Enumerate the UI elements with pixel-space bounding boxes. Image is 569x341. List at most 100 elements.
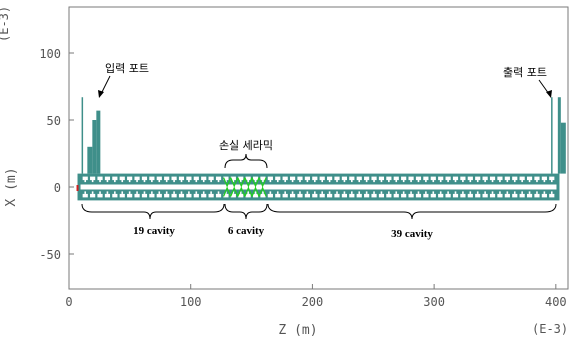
cavity-bottom bbox=[260, 193, 266, 198]
cavity-bottom-neck bbox=[358, 191, 361, 194]
cavity-top bbox=[408, 176, 414, 181]
cavity-bottom bbox=[312, 193, 318, 198]
output-port-waveguide bbox=[557, 97, 561, 174]
cavity-top bbox=[171, 176, 177, 181]
cavity-bottom bbox=[378, 193, 385, 198]
cavity-bottom-neck bbox=[91, 191, 94, 194]
cavity-top bbox=[334, 176, 340, 181]
cavity-top bbox=[97, 176, 103, 181]
cavity-top-neck bbox=[425, 179, 427, 183]
cavity-top-neck bbox=[262, 179, 264, 183]
cavity-bottom bbox=[401, 193, 407, 198]
cavity-bottom-neck bbox=[195, 191, 198, 194]
y-tick-label: -50 bbox=[39, 248, 61, 262]
cavity-bottom-neck bbox=[321, 191, 324, 194]
cavity-bottom-neck bbox=[351, 191, 353, 194]
ceramic-segment-top bbox=[251, 177, 260, 188]
x-tick-label: 0 bbox=[65, 295, 72, 309]
cavity-top bbox=[452, 176, 459, 181]
cavity-top-neck bbox=[432, 179, 435, 183]
section-mid-label: 6 cavity bbox=[228, 225, 265, 237]
cavity-bottom-neck bbox=[550, 191, 553, 194]
cavity-bottom-neck bbox=[417, 191, 420, 194]
ceramic-segment-bottom bbox=[251, 186, 260, 197]
cavity-top-neck bbox=[217, 179, 220, 183]
cavity-bottom-neck bbox=[313, 191, 316, 194]
cavity-bottom-neck bbox=[365, 191, 368, 194]
cavity-top-neck bbox=[210, 179, 212, 183]
cavity-top-neck bbox=[439, 179, 442, 183]
cavity-bottom-neck bbox=[343, 191, 346, 194]
section-right-label: 39 cavity bbox=[391, 228, 433, 240]
circuit-channel bbox=[80, 184, 557, 190]
cavity-bottom bbox=[497, 193, 503, 198]
cavity-top-neck bbox=[380, 179, 383, 183]
cavity-bottom bbox=[415, 193, 422, 198]
cavity-bottom bbox=[164, 193, 170, 198]
cavity-bottom bbox=[482, 193, 488, 198]
cavity-bottom-neck bbox=[499, 191, 501, 194]
cavity-top-neck bbox=[328, 179, 331, 183]
cavity-top bbox=[252, 176, 259, 181]
cavity-bottom bbox=[252, 193, 259, 198]
input-port-annotation: 입력 포트 bbox=[98, 62, 149, 98]
cavity-bottom-neck bbox=[121, 191, 124, 194]
cavity-bottom-neck bbox=[276, 191, 279, 194]
section-mid-brace bbox=[224, 203, 268, 220]
cavity-bottom bbox=[349, 193, 355, 198]
cavity-top bbox=[475, 176, 481, 181]
cavity-bottom bbox=[208, 193, 214, 198]
cavity-top bbox=[541, 176, 547, 181]
cavity-top-neck bbox=[336, 179, 338, 183]
cavity-bottom bbox=[90, 193, 96, 198]
cavity-bottom-neck bbox=[425, 191, 427, 194]
ceramic-segment-top bbox=[237, 177, 246, 188]
cavity-top bbox=[275, 176, 281, 181]
cavity-bottom-neck bbox=[299, 191, 301, 194]
cavity-top bbox=[141, 176, 148, 181]
ceramic-segment-bottom bbox=[258, 186, 267, 197]
cavity-bottom bbox=[267, 193, 273, 198]
cavity-bottom-neck bbox=[380, 191, 383, 194]
input-port-label: 입력 포트 bbox=[105, 62, 149, 75]
section-right-brace bbox=[267, 203, 557, 220]
ceramic-label: 손실 세라믹 bbox=[219, 139, 273, 152]
cavity-top-neck bbox=[388, 179, 390, 183]
cavity-top-neck bbox=[299, 179, 301, 183]
cavity-bottom-neck bbox=[536, 191, 538, 194]
cavity-bottom bbox=[230, 193, 236, 198]
cavity-top bbox=[482, 176, 488, 181]
plot-frame bbox=[68, 6, 569, 290]
cavity-bottom-neck bbox=[232, 191, 235, 194]
cavity-top-neck bbox=[513, 179, 516, 183]
cavity-top-neck bbox=[417, 179, 420, 183]
cavity-top-neck bbox=[180, 179, 183, 183]
cavity-top bbox=[327, 176, 333, 181]
y-axis-label: X (m) bbox=[4, 167, 19, 206]
cavity-bottom-neck bbox=[247, 191, 249, 194]
cavity-bottom-neck bbox=[128, 191, 131, 194]
cavity-bottom bbox=[289, 193, 296, 198]
cavity-top bbox=[215, 176, 222, 181]
cavity-top bbox=[304, 176, 310, 181]
cavity-top bbox=[90, 176, 96, 181]
output-port-label: 출력 포트 bbox=[503, 66, 547, 79]
cavity-top bbox=[467, 176, 473, 181]
cavity-top bbox=[504, 176, 510, 181]
cavity-bottom bbox=[541, 193, 547, 198]
cavity-bottom bbox=[186, 193, 192, 198]
cavity-top-neck bbox=[151, 179, 153, 183]
cavity-bottom-neck bbox=[180, 191, 183, 194]
cavity-bottom bbox=[82, 193, 88, 198]
section-left-label: 19 cavity bbox=[133, 225, 175, 237]
cavity-top bbox=[438, 176, 444, 181]
cavity-top bbox=[127, 176, 133, 181]
cavity-bottom bbox=[134, 193, 140, 198]
input-port-waveguide bbox=[96, 110, 101, 174]
cavity-top bbox=[201, 176, 207, 181]
cavity-top-neck bbox=[402, 179, 405, 183]
cavity-bottom bbox=[489, 193, 496, 198]
cavity-bottom bbox=[460, 193, 466, 198]
cavity-top-neck bbox=[506, 179, 509, 183]
cavity-bottom-neck bbox=[432, 191, 435, 194]
